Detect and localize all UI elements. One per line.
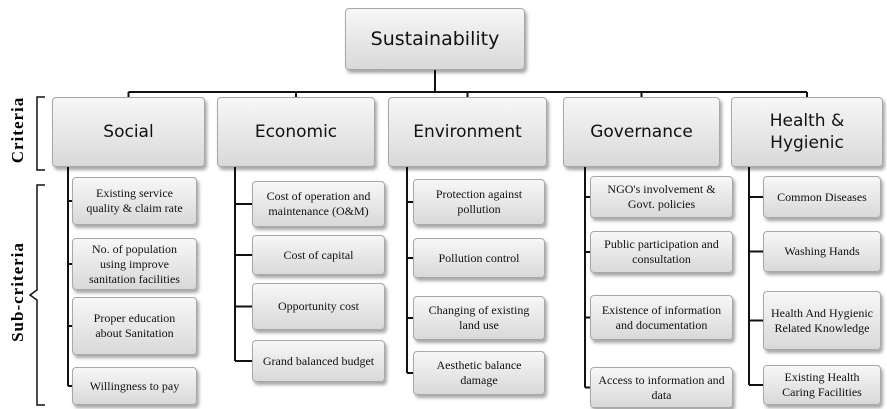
criterion-node: Environment xyxy=(388,97,547,167)
sub-criterion-node: Common Diseases xyxy=(763,176,881,218)
sub-criterion-node: Protection against pollution xyxy=(413,179,545,225)
side-label: Sub-criteria xyxy=(8,242,27,342)
sub-criterion-node: No. of population using improve sanitati… xyxy=(72,238,197,290)
criterion-node: Economic xyxy=(217,97,375,167)
side-label: Criteria xyxy=(8,96,27,164)
sub-criterion-node: Public participation and consultation xyxy=(590,231,733,273)
sub-criterion-node: Health And Hygienic Related Knowledge xyxy=(763,291,881,350)
criterion-node: Governance xyxy=(563,97,720,167)
sub-criterion-node: NGO's involvement & Govt. policies xyxy=(590,176,733,218)
sub-criterion-node: Access to information and data xyxy=(590,367,733,408)
sub-criterion-node: Existing service quality & claim rate xyxy=(72,177,197,225)
sub-criterion-node: Cost of capital xyxy=(252,235,385,275)
sub-criterion-node: Existing Health Caring Facilities xyxy=(763,365,881,405)
criterion-node: Health & Hygienic xyxy=(731,97,883,167)
sub-criterion-node: Pollution control xyxy=(413,238,545,278)
criterion-node: Social xyxy=(52,97,205,167)
sub-criterion-node: Cost of operation and maintenance (O&M) xyxy=(252,181,385,227)
sub-criterion-node: Changing of existing land use xyxy=(413,296,545,340)
bracket xyxy=(36,96,45,171)
bracket xyxy=(28,184,45,406)
sub-criterion-node: Existence of information and documentati… xyxy=(590,295,733,340)
sub-criterion-node: Washing Hands xyxy=(763,231,881,272)
sub-criterion-node: Aesthetic balance damage xyxy=(413,351,545,395)
sub-criterion-node: Proper education about Sanitation xyxy=(72,297,197,355)
sub-criterion-node: Grand balanced budget xyxy=(252,340,385,382)
sub-criterion-node: Willingness to pay xyxy=(72,367,197,405)
root-node: Sustainability xyxy=(345,8,525,70)
sub-criterion-node: Opportunity cost xyxy=(252,283,385,330)
